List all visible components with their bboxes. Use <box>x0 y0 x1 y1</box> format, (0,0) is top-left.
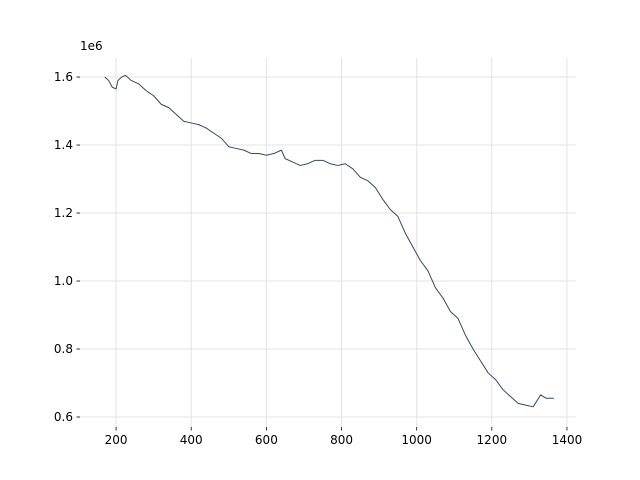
x-tick-label: 600 <box>255 433 278 447</box>
y-tick-label: 1.2 <box>54 206 73 220</box>
y-tick-label: 1.6 <box>54 70 73 84</box>
x-tick-label: 400 <box>180 433 203 447</box>
y-tick-label: 0.8 <box>54 342 73 356</box>
line <box>104 74 554 408</box>
y-offset-label: 1e6 <box>80 39 103 53</box>
y-tick-label: 0.6 <box>54 410 73 424</box>
y-tick-label: 1.4 <box>54 138 73 152</box>
y-tick-label: 1.0 <box>54 274 73 288</box>
x-tick-label: 1000 <box>401 433 432 447</box>
x-tick-label: 800 <box>330 433 353 447</box>
x-tick-label: 200 <box>105 433 128 447</box>
x-tick-label: 1200 <box>477 433 508 447</box>
x-tick-label: 1400 <box>552 433 583 447</box>
